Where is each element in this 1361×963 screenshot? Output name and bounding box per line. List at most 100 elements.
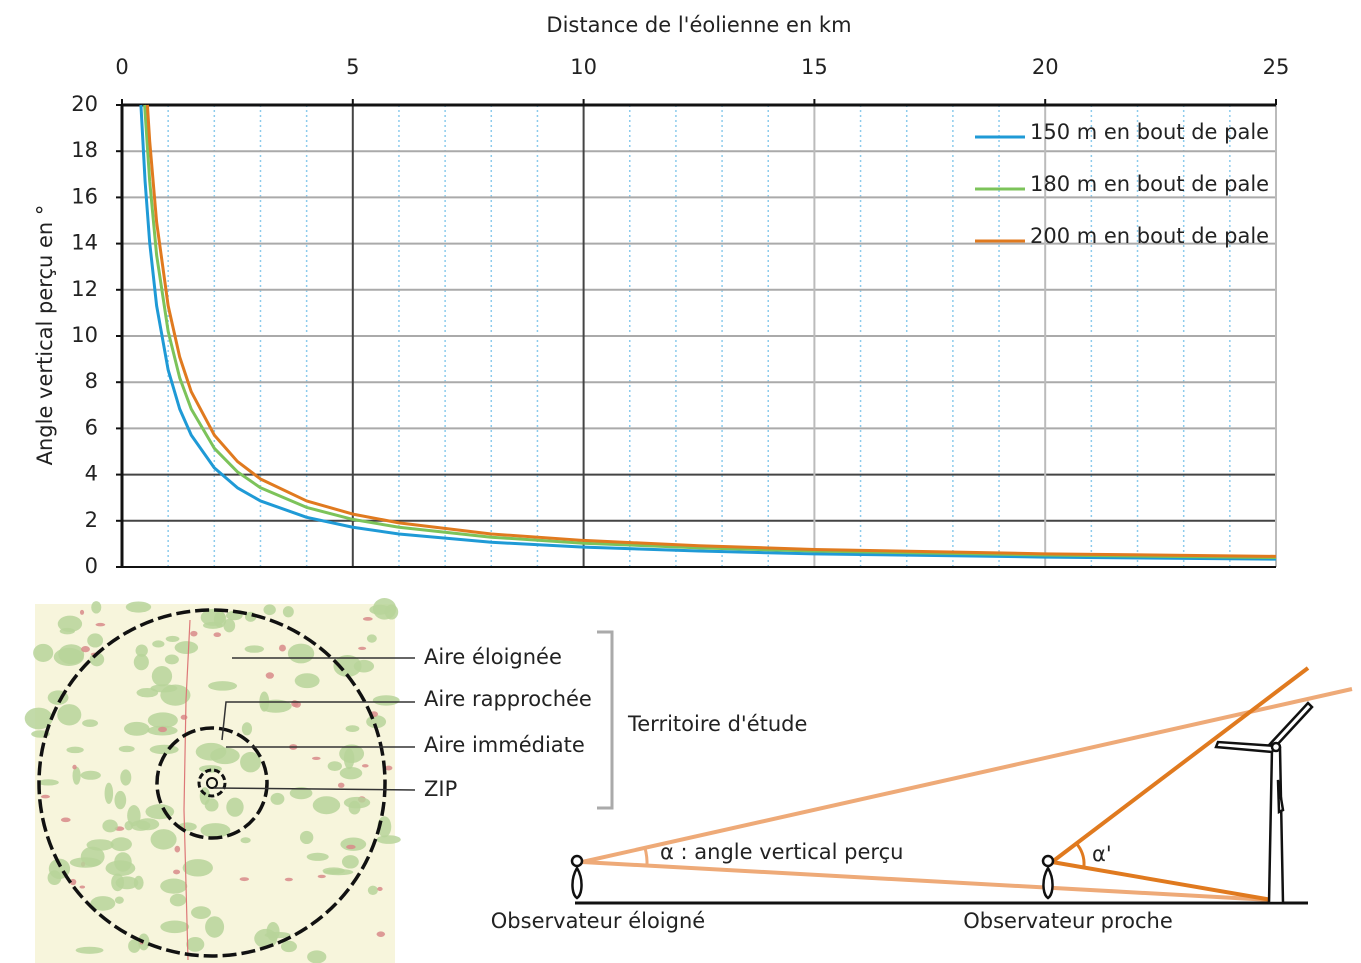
map-patch xyxy=(195,742,227,761)
map-patch xyxy=(158,726,167,733)
map-patch xyxy=(82,719,99,727)
map-patch xyxy=(120,769,132,786)
map-patch xyxy=(57,615,83,632)
y-tick-label: 6 xyxy=(85,415,98,439)
map-patch xyxy=(366,634,377,643)
far-area xyxy=(37,608,387,958)
map-patch xyxy=(345,725,360,733)
map-patch xyxy=(337,782,345,788)
sight-line xyxy=(581,860,1273,902)
map-patch xyxy=(57,704,82,726)
map-patch xyxy=(87,633,104,648)
map-patch xyxy=(40,794,50,799)
observer-label: Observateur éloigné xyxy=(491,909,705,933)
map-patch xyxy=(114,790,127,810)
map-patch xyxy=(114,852,132,872)
y-tick-label: 2 xyxy=(85,508,98,532)
map-patch xyxy=(136,687,159,698)
x-tick-label: 25 xyxy=(1263,55,1290,79)
map-patch xyxy=(72,766,81,785)
map-patch xyxy=(186,936,205,952)
map-patch xyxy=(152,640,165,648)
grid: 0 2 4 6 8 10 12 14 16 18 20 0 5 10 15 20 25 xyxy=(71,55,1289,578)
map-patch xyxy=(81,646,90,653)
map-patch xyxy=(213,632,222,638)
bracket xyxy=(597,630,614,810)
map-patch xyxy=(287,643,315,664)
map-patch xyxy=(343,796,371,809)
map-patch xyxy=(180,714,188,720)
y-tick-label: 18 xyxy=(71,138,98,162)
map-label: Aire rapprochée xyxy=(424,687,592,711)
map-patch xyxy=(123,721,150,736)
map-patch xyxy=(240,751,262,773)
alpha-prime-label: α' xyxy=(1092,842,1112,866)
leader xyxy=(221,701,415,741)
map-patch xyxy=(339,766,363,780)
map-patch xyxy=(104,782,114,804)
map-patch xyxy=(191,906,211,919)
map-patch xyxy=(79,609,85,615)
map-patch xyxy=(278,644,286,652)
x-tick-label: 20 xyxy=(1032,55,1059,79)
map-patch xyxy=(226,797,244,817)
map-patch xyxy=(135,644,148,657)
series-line xyxy=(143,104,1277,560)
y-tick-label: 14 xyxy=(71,231,98,255)
map-patch xyxy=(91,601,102,614)
map-patch xyxy=(150,829,177,850)
map-patch xyxy=(173,869,181,875)
map-patch xyxy=(263,604,276,616)
map-patch xyxy=(59,627,75,635)
map-patch xyxy=(282,606,294,618)
map-patch xyxy=(289,787,313,800)
map-patch xyxy=(133,653,149,671)
map-patch xyxy=(327,761,342,772)
map-patch xyxy=(169,893,187,907)
map-patch xyxy=(362,617,373,621)
map-patch xyxy=(294,673,320,689)
map-patch xyxy=(124,820,134,831)
x-tick-label: 5 xyxy=(346,55,359,79)
y-axis-title: Angle vertical perçu en ° xyxy=(33,205,57,466)
near-area xyxy=(155,726,269,840)
map-patch xyxy=(333,655,362,677)
map-label: ZIP xyxy=(424,777,457,801)
immediate-area xyxy=(197,768,227,798)
map-patch xyxy=(90,896,116,911)
map-patch xyxy=(147,712,178,729)
map-patch xyxy=(86,839,114,851)
map-patch xyxy=(353,659,375,673)
map-patch xyxy=(200,823,231,838)
map-patch xyxy=(341,855,359,869)
map-patch xyxy=(69,878,77,886)
map-patch xyxy=(130,820,151,831)
observer-label: Observateur proche xyxy=(963,909,1173,933)
map-patch xyxy=(340,837,367,851)
map-patch xyxy=(75,946,104,954)
road xyxy=(183,619,191,961)
map-patches xyxy=(24,598,401,963)
map-patch xyxy=(160,920,190,934)
map-patch xyxy=(24,707,53,730)
x-axis-title: Distance de l'éolienne en km xyxy=(546,13,851,37)
map-patch xyxy=(372,695,400,706)
y-tick-label: 16 xyxy=(71,184,98,208)
map-patch xyxy=(164,654,179,665)
x-tick-label: 0 xyxy=(115,55,128,79)
map-patch xyxy=(254,928,278,949)
map-patch xyxy=(280,940,297,953)
map-patch xyxy=(239,877,249,882)
leader xyxy=(213,787,416,791)
map-patch xyxy=(223,618,236,633)
map-patch xyxy=(241,722,253,736)
map-patch xyxy=(244,645,264,653)
map-patch xyxy=(114,896,124,904)
map: Aire éloignée Aire rapprochée Aire imméd… xyxy=(24,598,807,963)
map-patch xyxy=(265,672,274,679)
x-tick-label: 10 xyxy=(570,55,597,79)
map-patch xyxy=(377,886,383,892)
map-patch xyxy=(208,681,238,691)
bracket-label: Territoire d'étude xyxy=(627,712,807,736)
